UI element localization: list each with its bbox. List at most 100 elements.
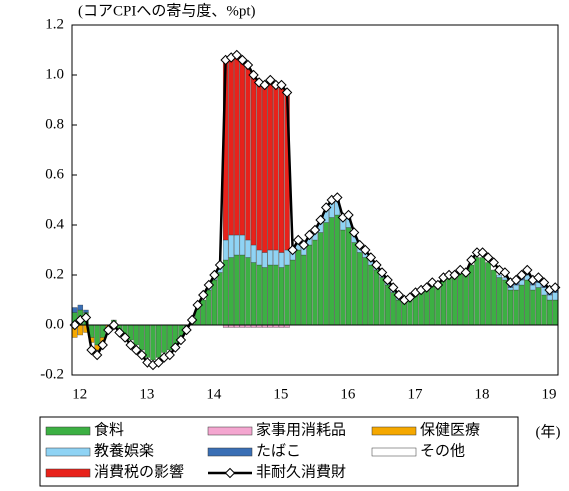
legend-label: 教養娯楽 [94,442,154,459]
line-marker [343,209,354,221]
line-marker [237,54,248,66]
line-marker [488,257,499,268]
legend-label: 消費税の影響 [94,462,184,480]
bar-segment [228,234,234,258]
line-marker [404,292,416,303]
bar-segment [256,79,262,251]
line-marker [376,267,388,278]
line-marker [332,192,343,203]
bar-segment [262,252,268,268]
bar-segment [72,307,78,313]
legend-swatch [371,447,417,457]
line-marker [477,247,488,258]
line-marker [242,59,254,71]
line-marker [119,332,131,343]
line-marker [538,277,550,288]
bar-segment [267,77,273,251]
bar-segment [256,249,262,266]
line-marker [231,49,243,61]
bar-segment [301,254,307,326]
bar-segment [334,214,340,326]
x-tick-label: 17 [407,386,423,402]
line-marker [293,234,304,246]
x-tick-label: 12 [72,386,87,402]
line-marker [209,269,220,281]
bar-segment [323,222,329,326]
x-tick-label: 19 [542,386,557,402]
plot-frame [71,24,559,376]
bar-segment [267,249,273,266]
line-marker [108,319,120,331]
y-tick-label: 1.2 [45,16,64,32]
legend-label: 非耐久消費財 [256,463,346,480]
bar-segment [222,239,229,261]
bar-segment [172,324,178,346]
bar-segment [144,324,151,358]
bar-segment [440,279,447,326]
bar-segment [139,324,145,351]
line-marker [125,339,136,351]
bar-segment [239,254,246,326]
bar-segment [317,232,324,326]
bar-segment [552,292,558,301]
line-marker [393,289,405,301]
legend-marker [224,467,236,479]
line-marker [466,254,477,266]
bar-segment [133,324,139,346]
bar-segment [228,54,234,236]
line-marker [432,279,444,291]
bar-segment [345,227,352,326]
bar-segment [77,304,84,311]
legend-swatch [45,426,91,436]
line-marker [354,239,365,251]
bar-segment [278,82,285,253]
line-marker [175,334,187,346]
line-marker [114,327,125,338]
bar-segment [424,289,430,326]
bar-segment [273,264,279,326]
bar-segment [278,267,285,326]
bar-segment [485,262,491,326]
bar-segment [262,267,268,326]
bar-segment [245,257,251,326]
line-marker [97,339,108,351]
y-tick-label: 0.0 [45,316,64,332]
x-tick-label: 16 [340,386,356,402]
legend-label: 食料 [94,421,124,438]
x-axis-label: (年) [536,423,561,440]
line-marker [253,77,265,88]
bar-segment [155,324,162,358]
legend-label: その他 [420,442,465,459]
bar-segment [390,292,396,326]
bar-segment [250,262,257,326]
bar-segment [513,289,519,326]
bar-segment [234,254,240,326]
bar-segment [245,62,251,241]
legend-swatch [371,426,417,436]
y-tick-label: 0.6 [45,166,64,182]
bar-segment [273,249,279,266]
line-marker [449,269,460,281]
bar-segment [239,57,246,236]
line-marker [203,279,215,291]
bar-segment [228,257,234,326]
y-tick-label: 0.4 [45,216,64,232]
bar-segment [312,239,318,326]
line-marker [186,314,198,326]
bar-segment [535,287,542,326]
bar-segment [362,257,368,326]
bar-segment [284,249,290,266]
line-marker [214,259,226,271]
bar-segment [256,264,262,326]
bar-segment [407,299,413,326]
line-marker [287,244,298,256]
bar-segment [83,309,89,313]
bar-segment [77,324,84,336]
bar-segment [524,279,530,326]
bar-segment [479,257,486,326]
y-tick-label: 1.0 [45,66,64,82]
bar-segment [161,324,167,353]
bar-segment [94,324,100,346]
line-marker [320,202,332,213]
bar-segment [513,284,519,291]
